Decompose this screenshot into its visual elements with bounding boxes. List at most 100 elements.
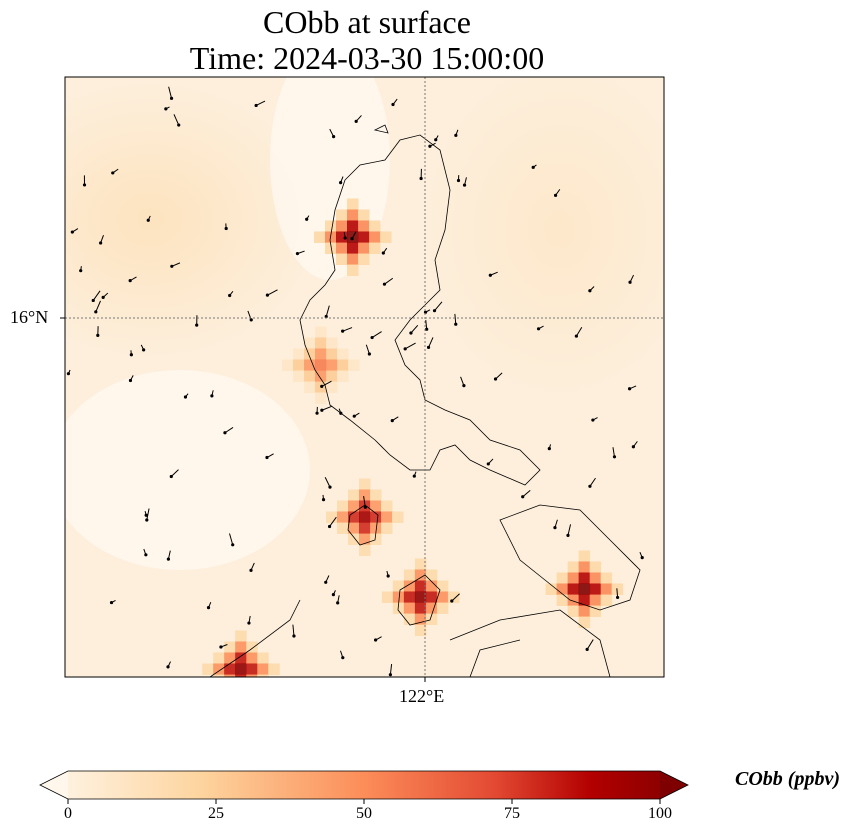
wind-arrow-head [328, 485, 332, 489]
wind-arrow-head [588, 484, 592, 488]
hotspot-cell [436, 602, 449, 614]
hotspot-cell [567, 594, 580, 606]
wind-arrow-head [295, 252, 300, 256]
wind-arrow-head [142, 348, 146, 352]
wind-arrow-head [128, 279, 132, 283]
hotspot-cell [235, 630, 247, 642]
wind-arrow-head [425, 327, 429, 331]
hotspot-cell [600, 594, 613, 606]
hotspot-cell [545, 583, 558, 595]
hotspot-cell [348, 533, 360, 545]
wind-arrow-head [324, 314, 328, 319]
wind-arrow-head [169, 474, 173, 479]
wind-arrow [365, 344, 370, 355]
hotspot-cell [257, 674, 269, 677]
wind-arrow-head [292, 634, 296, 638]
hotspot-cell [370, 511, 382, 523]
hotspot-cell [304, 348, 316, 360]
hotspot-cell [337, 370, 349, 382]
wind-arrow-head [91, 298, 95, 303]
hotspot-cell [202, 663, 214, 675]
hotspot-cell [315, 359, 327, 371]
wind-arrow-head [320, 408, 324, 412]
hotspot-cell [246, 686, 258, 698]
hotspot-cell [578, 583, 591, 595]
wind-arrow-head [631, 445, 635, 449]
hotspot-cell [414, 602, 427, 614]
wind-arrow-head [450, 599, 454, 603]
hotspot-cell [224, 686, 236, 698]
colorbar-tick-label: 50 [356, 805, 372, 822]
wind-arrow-head [320, 384, 324, 388]
wind-arrow [389, 664, 393, 675]
hotspot-cell [392, 511, 404, 523]
wind-arrow-head [553, 193, 558, 197]
hotspot-cell [567, 572, 580, 584]
hotspot-cell [336, 220, 348, 232]
hotspot-cell [348, 489, 360, 501]
hotspot-cell [213, 652, 225, 664]
hotspot-cell [358, 231, 370, 243]
wind-arrow-head [354, 119, 358, 123]
luzon-outline [299, 134, 541, 486]
wind-arrow-head [341, 329, 345, 333]
wind-arrow [325, 305, 330, 317]
wind-arrow-head [109, 600, 114, 605]
visayas-outline [449, 609, 611, 677]
clean-region [65, 370, 310, 570]
hotspot-cell [337, 511, 349, 523]
hotspot-cell [304, 337, 316, 349]
hotspot-cell [347, 209, 359, 221]
hotspot-cell [326, 381, 338, 393]
hotspot-cell [358, 220, 370, 232]
wind-arrow [324, 477, 331, 488]
wind-arrow-head [336, 601, 340, 605]
hotspot-cell [425, 580, 438, 592]
map-frame [64, 76, 665, 678]
haze-region [420, 77, 664, 400]
wind-arrow-head [363, 505, 367, 509]
hotspot-cell [414, 558, 427, 570]
wind-arrow [146, 508, 150, 521]
hotspot-cell [325, 220, 337, 232]
wind-arrow-head [566, 533, 570, 537]
hotspot-cell [336, 209, 348, 221]
hotspot-cell [414, 591, 427, 603]
hotspot-cell [304, 370, 316, 382]
colorbar-tick-label: 0 [64, 805, 72, 822]
wind-arrow [428, 337, 434, 348]
wind-arrow [363, 496, 366, 508]
wind-arrow-head [352, 414, 356, 418]
wind-arrow-head [166, 665, 170, 669]
wind-arrow-head [493, 377, 498, 381]
wind-arrow [229, 533, 234, 545]
hotspot-cell [315, 337, 327, 349]
wind-arrow-head [454, 322, 458, 326]
hotspot-cell [578, 594, 591, 606]
hotspot-cell [347, 198, 359, 210]
wind-arrow-head [454, 133, 458, 137]
hotspot-cell [315, 348, 327, 360]
wind-arrow [267, 289, 278, 296]
wind-arrow-head [219, 645, 223, 649]
wind-arrow [404, 342, 416, 350]
hotspot-cell [347, 264, 359, 276]
hotspot-cell [359, 511, 371, 523]
hotspot-cell [348, 511, 360, 523]
wind-arrow [451, 593, 460, 602]
hotspot-cell [436, 591, 449, 603]
hotspot-cell [578, 561, 591, 573]
wind-arrow [371, 331, 382, 338]
wind-arrow-head [206, 606, 211, 610]
hotspot-cell [304, 381, 316, 393]
hotspot-cell [380, 231, 392, 243]
lon-tick-label: 122°E [399, 686, 445, 706]
hotspot-cell [314, 231, 326, 243]
wind-arrow [567, 524, 572, 536]
lat-tick-label: 16°N [10, 307, 49, 327]
hotspot-cell [347, 242, 359, 254]
hotspot-cell [567, 605, 580, 617]
hotspot-cell [403, 591, 416, 603]
hotspot-cell [336, 242, 348, 254]
hotspot-cell [414, 569, 427, 581]
